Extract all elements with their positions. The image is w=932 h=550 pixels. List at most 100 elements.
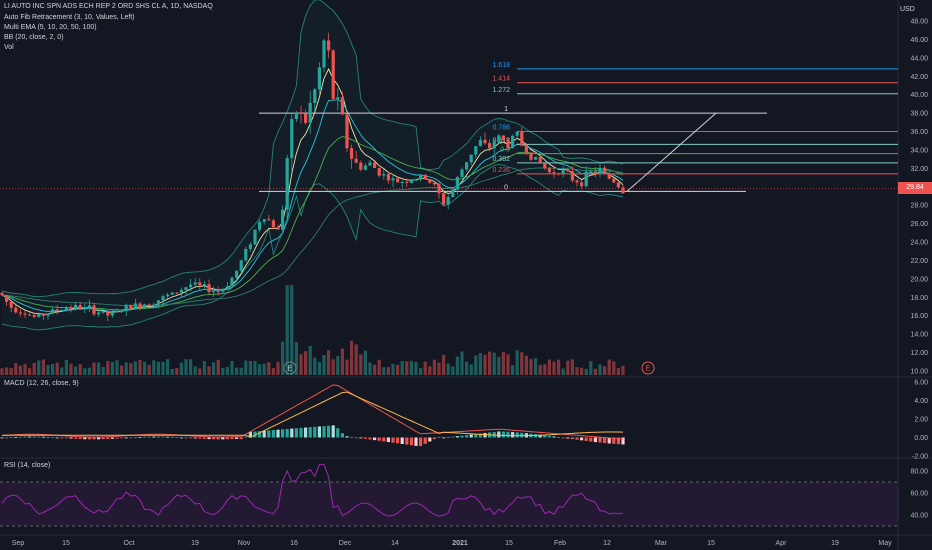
macd-histogram-bar (515, 432, 519, 438)
price-tick-label: 42.00 (910, 74, 928, 81)
candle-body (382, 174, 386, 176)
volume-bar (83, 368, 87, 375)
volume-bar (276, 361, 280, 375)
volume-bar (129, 363, 133, 375)
volume-bar (520, 352, 524, 375)
time-tick-label: Oct (124, 540, 135, 547)
legend-bb[interactable]: BB (20, close, 2, 0) (4, 34, 64, 41)
candle-body (327, 40, 331, 51)
bb-upper-band (1, 0, 624, 298)
macd-histogram-bar (368, 437, 372, 440)
candle-body (524, 145, 528, 153)
macd-histogram-bar (120, 437, 124, 439)
price-tick-label: 16.00 (910, 313, 928, 320)
time-tick-label: Apr (776, 540, 788, 547)
volume-bar (368, 362, 372, 375)
candle-body (400, 181, 404, 183)
volume-bar (543, 364, 547, 375)
time-tick-label: 16 (290, 540, 298, 547)
fib-level-label: 0.382 (492, 156, 510, 163)
candle-body (166, 294, 170, 297)
volume-bar (331, 359, 335, 375)
macd-histogram-bar (446, 437, 450, 438)
volume-bar (271, 368, 275, 375)
candle-body (0, 292, 4, 296)
macd-histogram-bar (267, 430, 271, 438)
macd-histogram-bar (570, 437, 574, 440)
macd-histogram-bar (437, 436, 441, 438)
candle-body (455, 177, 459, 190)
volume-bar (432, 359, 436, 375)
price-tick-label: 44.00 (910, 55, 928, 62)
candle-body (258, 221, 262, 230)
candle-body (317, 67, 321, 90)
macd-histogram-bar (32, 436, 36, 438)
macd-histogram-bar (198, 437, 202, 439)
time-tick-label: 15 (62, 540, 70, 547)
candle-body (584, 171, 588, 187)
legend-vol[interactable]: Vol (4, 44, 14, 51)
macd-histogram-bar (580, 437, 584, 441)
macd-histogram-bar (18, 436, 22, 438)
fib-trend-line (626, 112, 717, 192)
volume-bar (225, 366, 229, 375)
macd-histogram-bar (547, 435, 551, 438)
macd-histogram-bar (92, 437, 96, 440)
legend-macd[interactable]: MACD (12, 26, close, 9) (4, 380, 79, 387)
candle-body (51, 309, 55, 314)
candle-body (616, 182, 620, 188)
fib-level-label: 0.5 (500, 147, 510, 154)
volume-bar (239, 367, 243, 375)
time-tick-label: Mar (655, 540, 668, 547)
macd-histogram-bar (363, 437, 367, 439)
volume-bar (506, 354, 510, 375)
legend-rsi[interactable]: RSI (14, close) (4, 462, 51, 469)
volume-bar (18, 365, 22, 375)
candle-body (267, 219, 271, 221)
time-tick-label: 15 (707, 540, 715, 547)
legend-ema[interactable]: Multi EMA (5, 10, 20, 50, 100) (4, 24, 97, 31)
macd-histogram-bar (175, 437, 179, 438)
volume-bar (101, 367, 105, 375)
volume-bar (621, 365, 625, 375)
volume-bar (179, 362, 183, 375)
macd-histogram-bar (212, 437, 216, 440)
volume-bar (354, 344, 358, 375)
legend-fib[interactable]: Auto Fib Retracement (3, 10, Values, Lef… (4, 14, 135, 21)
price-tick-label: 48.00 (910, 19, 928, 26)
volume-bar (189, 359, 193, 375)
candle-body (547, 168, 551, 173)
volume-bar (184, 359, 188, 375)
candle-body (23, 313, 27, 315)
macd-tick-label: -2.00 (912, 454, 928, 461)
candle-body (442, 193, 446, 205)
volume-bar (267, 362, 271, 375)
macd-histogram-bar (469, 434, 473, 438)
candle-body (271, 220, 275, 228)
fib-level-label: 1.414 (492, 76, 510, 83)
volume-bar (492, 352, 496, 375)
volume-bar (60, 367, 64, 375)
price-tick-label: 12.00 (910, 350, 928, 357)
candle-body (377, 168, 381, 176)
candle-body (207, 284, 211, 293)
macd-histogram-bar (156, 436, 160, 438)
candle-body (345, 114, 349, 149)
candle-body (515, 131, 519, 136)
candle-body (198, 282, 202, 286)
ema-50-line (1, 167, 624, 306)
candle-body (331, 50, 335, 99)
volume-bar (382, 367, 386, 375)
time-tick-label: 2021 (452, 540, 468, 547)
candle-body (299, 112, 303, 114)
volume-bar (442, 354, 446, 375)
volume-bar (41, 359, 45, 375)
macd-histogram-bar (106, 437, 110, 440)
volume-bar (152, 360, 156, 375)
macd-histogram-bar (271, 430, 275, 438)
volume-bar (212, 362, 216, 375)
macd-histogram-bar (74, 437, 78, 439)
volume-bar (446, 363, 450, 375)
candle-body (419, 174, 423, 180)
